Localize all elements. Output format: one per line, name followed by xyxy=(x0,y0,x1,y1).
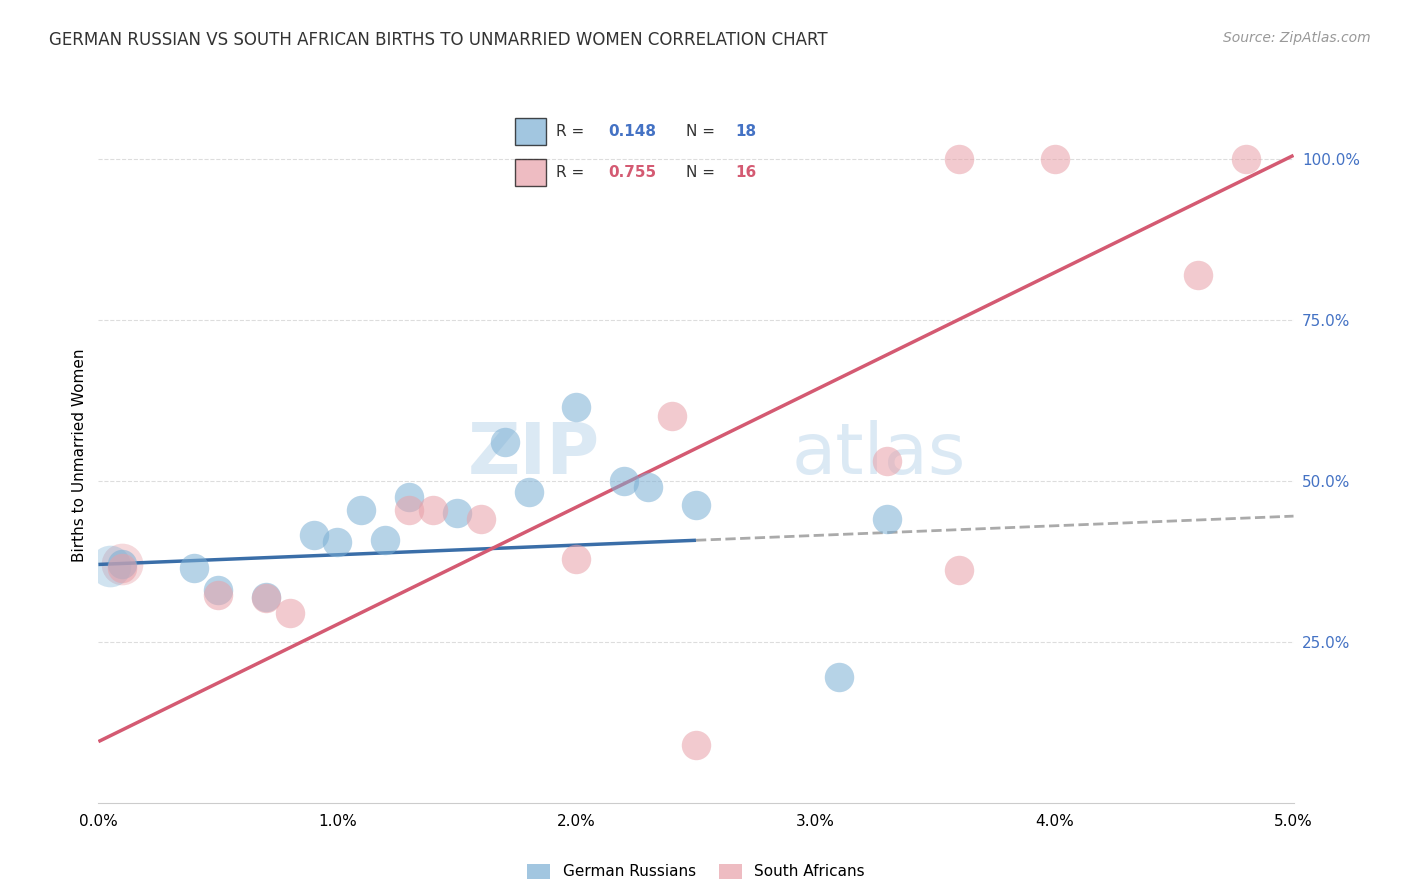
Point xyxy=(398,502,420,516)
Text: R =: R = xyxy=(555,124,589,138)
Text: atlas: atlas xyxy=(792,420,966,490)
Point xyxy=(326,534,349,549)
Legend: German Russians, South Africans: German Russians, South Africans xyxy=(522,857,870,886)
Text: 0.755: 0.755 xyxy=(609,165,657,179)
Point xyxy=(111,558,134,572)
Point xyxy=(876,512,898,526)
Text: ZIP: ZIP xyxy=(468,420,600,490)
Text: N =: N = xyxy=(686,124,720,138)
Point xyxy=(565,552,588,566)
Point xyxy=(254,591,277,605)
FancyBboxPatch shape xyxy=(516,159,547,186)
Point xyxy=(278,606,301,620)
Text: 18: 18 xyxy=(735,124,756,138)
Text: Source: ZipAtlas.com: Source: ZipAtlas.com xyxy=(1223,31,1371,45)
Point xyxy=(948,152,970,166)
Point xyxy=(685,738,707,752)
Point xyxy=(100,558,122,573)
Point xyxy=(207,583,229,598)
Point xyxy=(398,490,420,504)
Point xyxy=(254,590,277,604)
Text: 16: 16 xyxy=(735,165,756,179)
Point xyxy=(302,528,325,542)
Point xyxy=(637,480,659,494)
Point xyxy=(948,563,970,577)
Point xyxy=(1043,152,1066,166)
Point xyxy=(422,502,444,516)
Point xyxy=(1234,152,1257,166)
Point xyxy=(517,484,540,499)
Point xyxy=(494,435,516,450)
Point xyxy=(565,400,588,414)
Point xyxy=(613,474,636,488)
Point xyxy=(374,533,396,547)
Point xyxy=(661,409,683,424)
FancyBboxPatch shape xyxy=(516,118,547,145)
Point xyxy=(876,454,898,468)
Text: R =: R = xyxy=(555,165,589,179)
Point xyxy=(111,560,134,574)
Point xyxy=(1187,268,1209,282)
Point xyxy=(828,670,851,684)
Text: 0.148: 0.148 xyxy=(609,124,657,138)
Point xyxy=(111,558,134,572)
Point xyxy=(207,588,229,602)
Point xyxy=(685,498,707,512)
Text: N =: N = xyxy=(686,165,720,179)
Point xyxy=(470,512,492,526)
Y-axis label: Births to Unmarried Women: Births to Unmarried Women xyxy=(72,348,87,562)
Text: GERMAN RUSSIAN VS SOUTH AFRICAN BIRTHS TO UNMARRIED WOMEN CORRELATION CHART: GERMAN RUSSIAN VS SOUTH AFRICAN BIRTHS T… xyxy=(49,31,828,49)
Point xyxy=(446,506,468,520)
Point xyxy=(350,502,373,516)
Point xyxy=(183,560,205,574)
